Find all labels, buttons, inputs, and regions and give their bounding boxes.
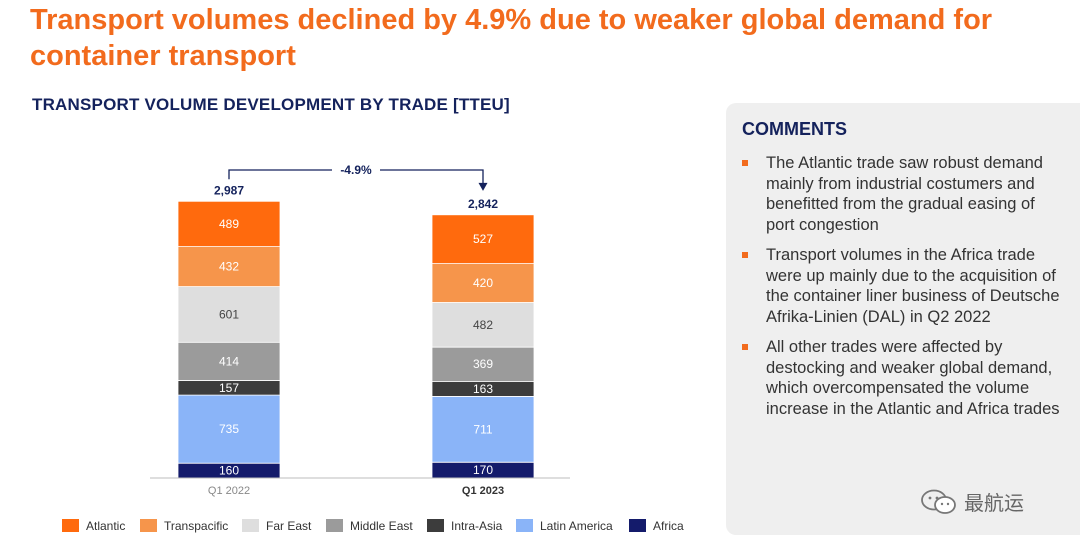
watermark: 最航运 [920, 487, 1024, 516]
data-label: 527 [473, 232, 493, 246]
change-arrow-icon [478, 182, 488, 191]
data-label: 601 [219, 307, 239, 321]
comment-item: Transport volumes in the Africa trade we… [742, 245, 1062, 327]
comments-panel [726, 103, 1080, 535]
legend-label-far-east: Far East [266, 519, 312, 533]
legend-label-africa: Africa [653, 519, 684, 533]
data-label: 160 [219, 464, 239, 478]
data-label: 163 [473, 382, 493, 396]
legend-swatch-africa [629, 519, 646, 532]
data-label: 414 [219, 354, 239, 368]
legend-label-atlantic: Atlantic [86, 519, 125, 533]
comment-text: Transport volumes in the Africa trade we… [766, 246, 1060, 326]
headline: Transport volumes declined by 4.9% due t… [30, 4, 993, 72]
legend-label-transpacific: Transpacific [164, 519, 228, 533]
data-label: 420 [473, 276, 493, 290]
legend-label-intra-asia: Intra-Asia [451, 519, 503, 533]
data-label: 735 [219, 422, 239, 436]
legend-swatch-atlantic [62, 519, 79, 532]
watermark-text: 最航运 [964, 493, 1024, 515]
bar-segment-far-east [431, 302, 535, 348]
legend-swatch-intra-asia [427, 519, 444, 532]
legend-swatch-latin-america [516, 519, 533, 532]
data-label: 170 [473, 463, 493, 477]
x-tick-label: Q1 2023 [462, 485, 504, 497]
comments-title: COMMENTS [742, 119, 847, 139]
bar-segment-latin-america [431, 395, 535, 463]
chart-title: TRANSPORT VOLUME DEVELOPMENT BY TRADE [T… [32, 95, 510, 114]
bullet-icon [742, 252, 748, 258]
bullet-icon [742, 160, 748, 166]
comments-list: The Atlantic trade saw robust demand mai… [742, 153, 1062, 429]
data-label: 157 [219, 381, 239, 395]
wechat-icon [921, 489, 956, 514]
total-label: 2,842 [468, 197, 498, 211]
comment-item: The Atlantic trade saw robust demand mai… [742, 153, 1062, 235]
data-label: 482 [473, 318, 493, 332]
change-label: -4.9% [340, 163, 372, 177]
stacked-bar-chart: 160 735 157 414 601 432 489 2,987 Q1 2022 170 711 1… [62, 161, 684, 533]
bar-segment-atlantic [431, 214, 535, 265]
bar-segment-latin-america [177, 394, 281, 464]
comment-item: All other trades were affected by destoc… [742, 337, 1062, 419]
bar-segment-middle-east [431, 346, 535, 382]
legend-label-middle-east: Middle East [350, 519, 413, 533]
bullet-icon [742, 344, 748, 350]
total-label: 2,987 [214, 183, 244, 197]
x-tick-label: Q1 2022 [208, 485, 250, 497]
legend-swatch-middle-east [326, 519, 343, 532]
data-label: 489 [219, 217, 239, 231]
legend-swatch-far-east [242, 519, 259, 532]
comment-text: The Atlantic trade saw robust demand mai… [766, 154, 1043, 234]
comment-text: All other trades were affected by destoc… [766, 338, 1060, 418]
bar-segment-atlantic [177, 200, 281, 248]
change-label-bg [332, 161, 380, 179]
data-label: 711 [473, 422, 492, 436]
bar-segment-transpacific [431, 263, 535, 303]
legend-label-latin-america: Latin America [540, 519, 613, 533]
data-label: 432 [219, 260, 239, 274]
legend-swatch-transpacific [140, 519, 157, 532]
data-label: 369 [473, 357, 493, 371]
